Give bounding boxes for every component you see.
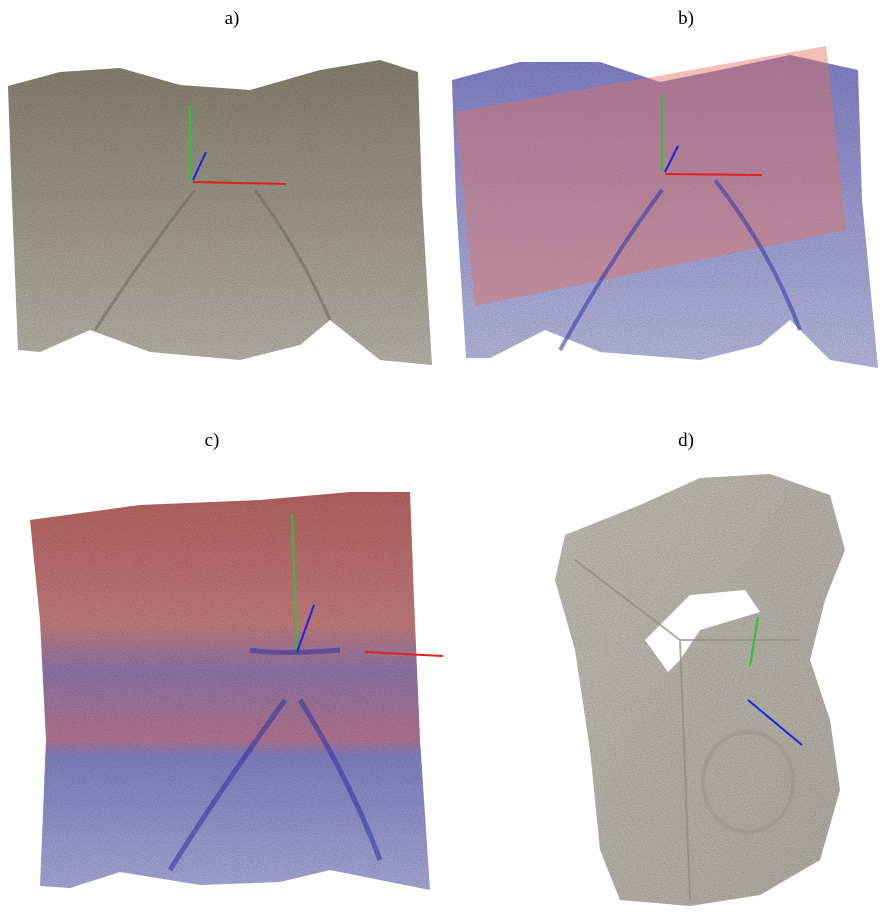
panel-label: c) <box>205 430 220 451</box>
point-cloud <box>555 474 845 906</box>
axis-x <box>665 174 762 175</box>
figure: a) b) c) d) <box>0 0 883 914</box>
panel-label: a) <box>225 8 240 29</box>
point-cloud <box>8 60 432 365</box>
panel-label: d) <box>678 430 694 451</box>
panel-b <box>452 46 878 368</box>
panel-c <box>30 492 443 890</box>
page: a) b) c) d) (() => { const data = JSON.p <box>0 0 883 914</box>
panel-d <box>555 474 845 906</box>
panel-a <box>8 60 432 365</box>
panel-label: b) <box>678 8 694 29</box>
